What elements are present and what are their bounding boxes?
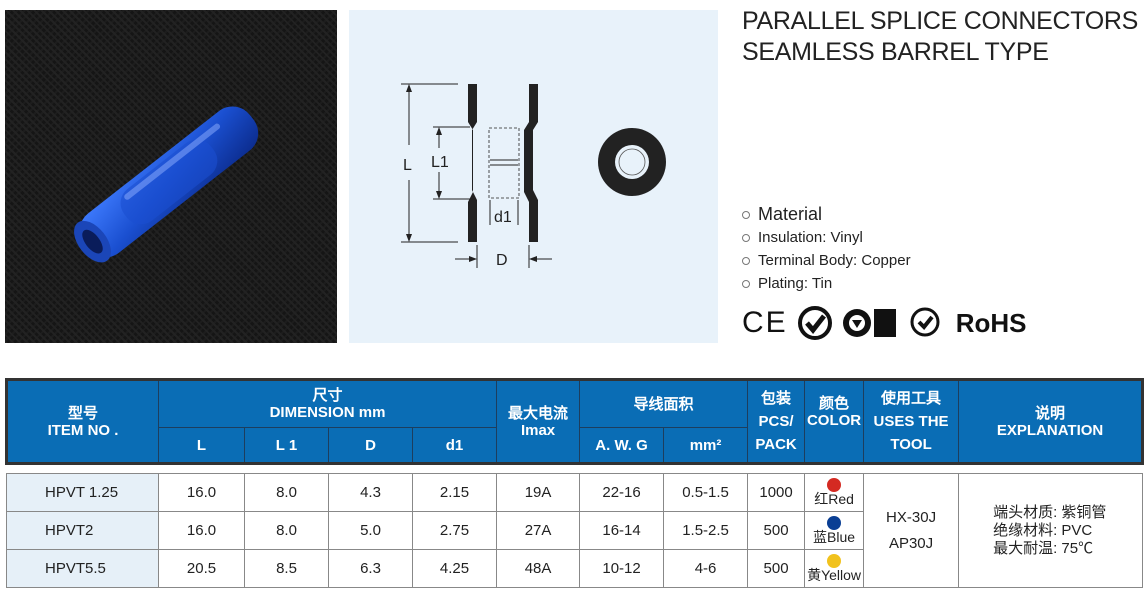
header-D: D (328, 427, 413, 464)
cell-awg: 16-14 (579, 511, 665, 550)
title-line-2: SEAMLESS BARREL TYPE (742, 38, 1049, 66)
material-item: Terminal Body: Copper (742, 249, 911, 272)
cell-item: HPVT 1.25 (6, 473, 159, 512)
cell-imax: 48A (496, 549, 581, 588)
label-D: D (496, 252, 508, 269)
cell-color: 黄Yellow (804, 549, 865, 588)
header-pack: 包装 PCS/PACK (747, 379, 806, 464)
table-header: 型号 ITEM NO . 尺寸 DIMENSION mm 最大电流 Imax 导线面积… (6, 379, 1144, 464)
cell-D: 6.3 (328, 549, 413, 588)
title-line-1: PARALLEL SPLICE CONNECTORS (742, 7, 1139, 35)
header-L1: L 1 (244, 427, 329, 464)
product-photo (5, 10, 337, 343)
bullet-icon (742, 233, 750, 242)
cell-L1: 8.5 (244, 549, 329, 588)
cell-d1: 4.25 (411, 549, 498, 588)
header-awg: A. W. G (579, 427, 665, 464)
label-d1: d1 (494, 209, 512, 226)
spec-table: 型号 ITEM NO . 尺寸 DIMENSION mm 最大电流 Imax 导线面积… (5, 378, 1144, 588)
table-row: HPVT 1.25 16.0 8.0 4.3 2.15 19A 22-16 0.5-1.5 10… (6, 473, 1144, 588)
header-mm2: mm² (663, 427, 749, 464)
cell-tool: HX-30J AP30J (863, 473, 960, 588)
cell-pack: 500 (747, 511, 806, 550)
blue-connector-image (74, 106, 259, 263)
item-text: Terminal Body: Copper (758, 252, 911, 269)
material-list: Material Insulation: Vinyl Terminal Body… (742, 203, 911, 295)
material-item: Plating: Tin (742, 272, 911, 295)
material-heading: Material (742, 203, 911, 226)
cell-L1: 8.0 (244, 511, 329, 550)
cell-color: 红Red (804, 473, 865, 512)
table-row: HPVT5.5 20.5 8.5 6.3 4.25 48A 10-12 4-6 500 黄Yell… (6, 549, 1143, 588)
header-item: 型号 ITEM NO . (6, 379, 159, 464)
cell-pack: 1000 (747, 473, 806, 512)
header-d1: d1 (411, 427, 498, 464)
table-body: HPVT 1.25 16.0 8.0 4.3 2.15 19A 22-16 0.5-1.5 10… (6, 473, 1144, 588)
header-dimension: 尺寸 DIMENSION mm (157, 379, 498, 428)
cell-mm2: 0.5-1.5 (663, 473, 749, 512)
cell-d1: 2.75 (411, 511, 498, 550)
cell-explanation: 端头材质: 紫铜管 绝缘材料: PVC 最大耐温: 75℃ (958, 473, 1144, 588)
material-item: Insulation: Vinyl (742, 226, 911, 249)
quality-cert-icon (842, 309, 896, 337)
header-tool: 使用工具 USES THE TOOL (863, 379, 960, 464)
cell-awg: 22-16 (579, 473, 665, 512)
cell-L: 20.5 (158, 549, 245, 588)
cell-awg: 10-12 (579, 549, 665, 588)
weee-compliant-icon (797, 306, 832, 340)
ce-mark-icon: CE (742, 306, 788, 339)
cell-mm2: 1.5-2.5 (663, 511, 749, 550)
color-label: 红Red (814, 491, 854, 507)
cell-L1: 8.0 (244, 473, 329, 512)
color-dot-icon (827, 516, 842, 530)
heading-text: Material (758, 204, 823, 224)
bullet-icon (742, 279, 750, 288)
header-color: 颜色 COLOR (804, 379, 865, 464)
certification-logos: CE RoHS (742, 306, 1026, 340)
header-imax: 最大电流 Imax (496, 379, 581, 464)
cell-imax: 19A (496, 473, 581, 512)
bullet-icon (742, 256, 750, 265)
header-wire: 导线面积 (579, 379, 749, 428)
cell-D: 5.0 (328, 511, 413, 550)
cell-L: 16.0 (158, 473, 245, 512)
bullet-icon (742, 210, 750, 219)
cell-imax: 27A (496, 511, 581, 550)
cell-pack: 500 (747, 549, 806, 588)
table-row: HPVT2 16.0 8.0 5.0 2.75 27A 16-14 1.5-2.5 500 蓝Bl… (6, 511, 1143, 550)
header-explanation: 说明 EXPLANATION (958, 379, 1144, 464)
color-label: 黄Yellow (807, 567, 862, 583)
sgs-cert-icon (910, 307, 940, 337)
color-dot-icon (827, 554, 842, 568)
cell-color: 蓝Blue (804, 511, 865, 550)
cell-item: HPVT2 (6, 511, 159, 550)
rohs-mark: RoHS (955, 307, 1027, 338)
cell-item: HPVT5.5 (6, 549, 159, 588)
item-text: Plating: Tin (758, 275, 833, 292)
label-L1: L1 (431, 154, 449, 171)
color-dot-icon (827, 478, 842, 492)
cell-D: 4.3 (328, 473, 413, 512)
color-label: 蓝Blue (813, 529, 856, 545)
cell-L: 16.0 (158, 511, 245, 550)
cell-d1: 2.15 (411, 473, 498, 512)
header-L: L (158, 427, 245, 464)
cell-mm2: 4-6 (663, 549, 749, 588)
page-title: PARALLEL SPLICE CONNECTORS SEAMLESS BARR… (742, 6, 1138, 68)
item-text: Insulation: Vinyl (758, 229, 863, 246)
technical-drawing: L L1 d1 D (349, 10, 718, 343)
label-L: L (403, 157, 412, 174)
